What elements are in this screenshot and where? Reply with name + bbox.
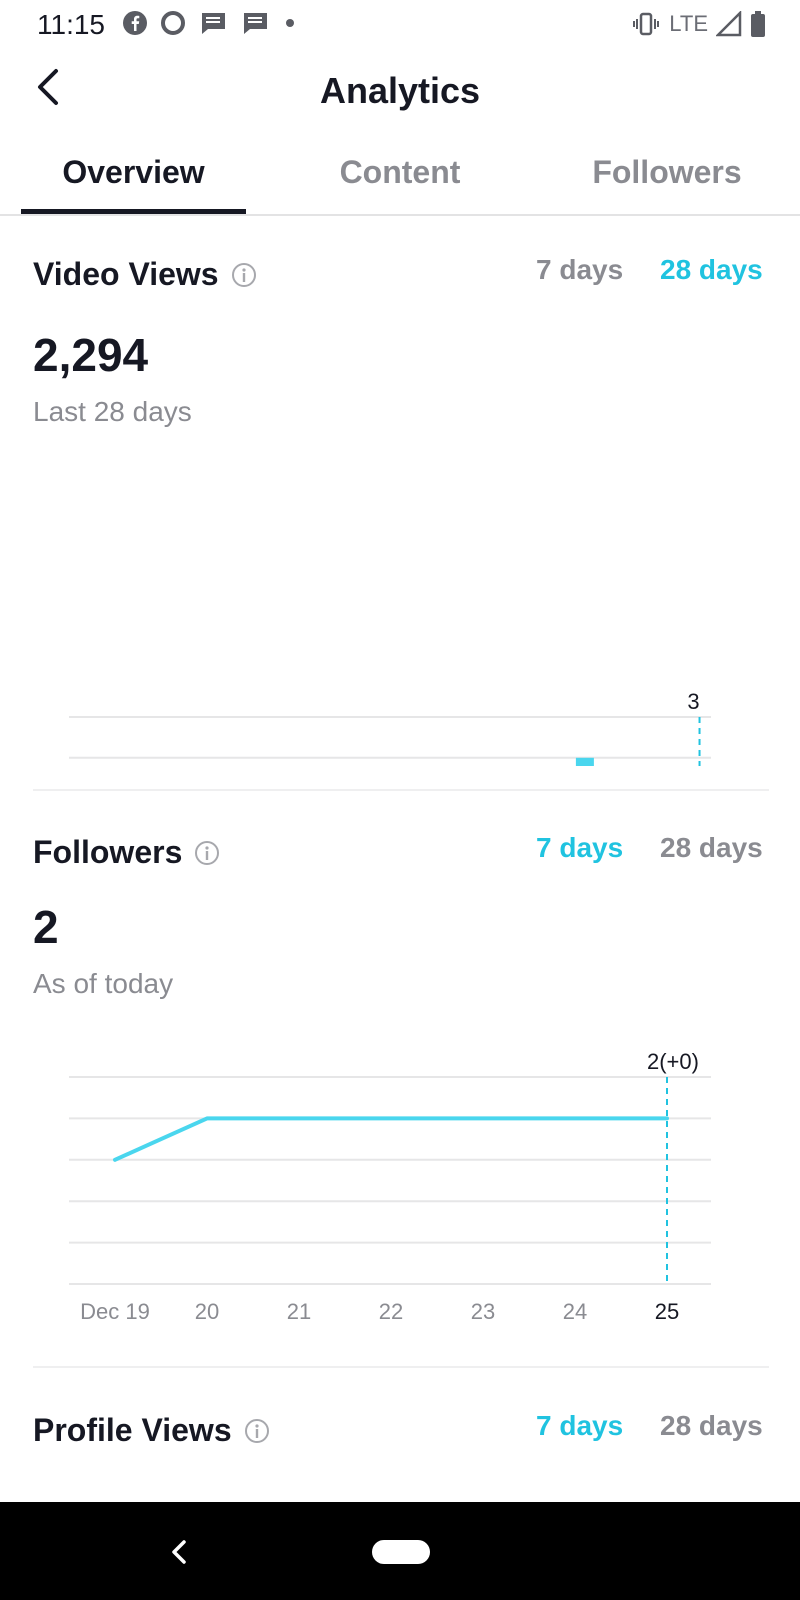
tab-overview[interactable]: Overview [62, 154, 205, 190]
signal-icon [716, 11, 742, 37]
system-icons: LTE [631, 10, 766, 38]
circle-app-icon [161, 11, 185, 35]
notification-icons [122, 10, 298, 36]
section-divider [33, 789, 769, 791]
x-tick-label: 23 [471, 1299, 495, 1324]
network-type: LTE [669, 11, 708, 36]
tab-followers[interactable]: Followers [592, 154, 742, 190]
message-icon [243, 13, 267, 34]
profile-views-section: Profile Views 7 days 28 days [0, 1368, 800, 1502]
series-line [113, 1116, 669, 1162]
battery-icon [751, 11, 765, 37]
tab-bar: Overview Content Followers [0, 140, 800, 216]
nav-home-pill[interactable] [372, 1540, 430, 1564]
section-divider [33, 1366, 769, 1368]
range-7-days[interactable]: 7 days [536, 1410, 624, 1441]
nav-back-icon[interactable] [160, 1532, 200, 1572]
info-icon[interactable] [244, 1418, 270, 1444]
info-icon[interactable] [231, 262, 257, 288]
x-tick-label: Dec 19 [80, 1299, 150, 1324]
video-views-section: Video Views 7 days 28 days 2,294 Last 28… [0, 216, 800, 791]
range-28-days[interactable]: 28 days [660, 1410, 763, 1441]
bar [575, 757, 594, 766]
profile-views-title-row: Profile Views [33, 1412, 270, 1449]
followers-chart: 2(+0) Dec 19 20 21 22 23 24 25 [69, 1049, 711, 1324]
total-video-views: 2,294 [33, 329, 149, 381]
highlight-label: 2(+0) [647, 1049, 699, 1074]
dot-icon [286, 19, 294, 27]
section-title: Followers [33, 834, 183, 870]
period-label: Last 28 days [33, 396, 192, 427]
x-tick-label: 20 [195, 1299, 219, 1324]
range-7-days[interactable]: 7 days [536, 832, 624, 863]
section-title: Profile Views [33, 1412, 232, 1448]
range-28-days[interactable]: 28 days [660, 832, 763, 863]
message-icon [201, 13, 225, 34]
info-icon[interactable] [194, 840, 220, 866]
status-time: 11:15 [37, 9, 105, 40]
x-tick-label: 25 [655, 1299, 679, 1324]
app-header: Analytics [0, 55, 800, 135]
followers-section: Followers 7 days 28 days 2 As of today 2… [0, 790, 800, 1368]
range-28-days[interactable]: 28 days [660, 254, 763, 285]
section-title: Video Views [33, 256, 219, 292]
facebook-icon [123, 11, 147, 35]
vibrate-icon [633, 12, 660, 36]
tab-content[interactable]: Content [339, 154, 461, 190]
highlight-label: 3 [687, 689, 699, 714]
followers-title-row: Followers [33, 834, 220, 871]
range-7-days[interactable]: 7 days [536, 254, 624, 285]
period-label: As of today [33, 968, 174, 999]
active-tab-indicator [21, 209, 246, 214]
system-nav-bar [0, 1502, 800, 1600]
x-tick-label: 22 [379, 1299, 403, 1324]
status-bar: 11:15 LTE [0, 0, 800, 50]
x-tick-label: 21 [287, 1299, 311, 1324]
page-title: Analytics [319, 70, 481, 111]
back-button[interactable] [28, 65, 72, 109]
video-views-title-row: Video Views [33, 256, 257, 293]
total-followers: 2 [33, 901, 59, 953]
x-tick-label: 24 [563, 1299, 587, 1324]
video-views-chart: 3Nov 30Dec 0510152025 [69, 689, 711, 766]
chevron-left-icon [38, 69, 58, 105]
